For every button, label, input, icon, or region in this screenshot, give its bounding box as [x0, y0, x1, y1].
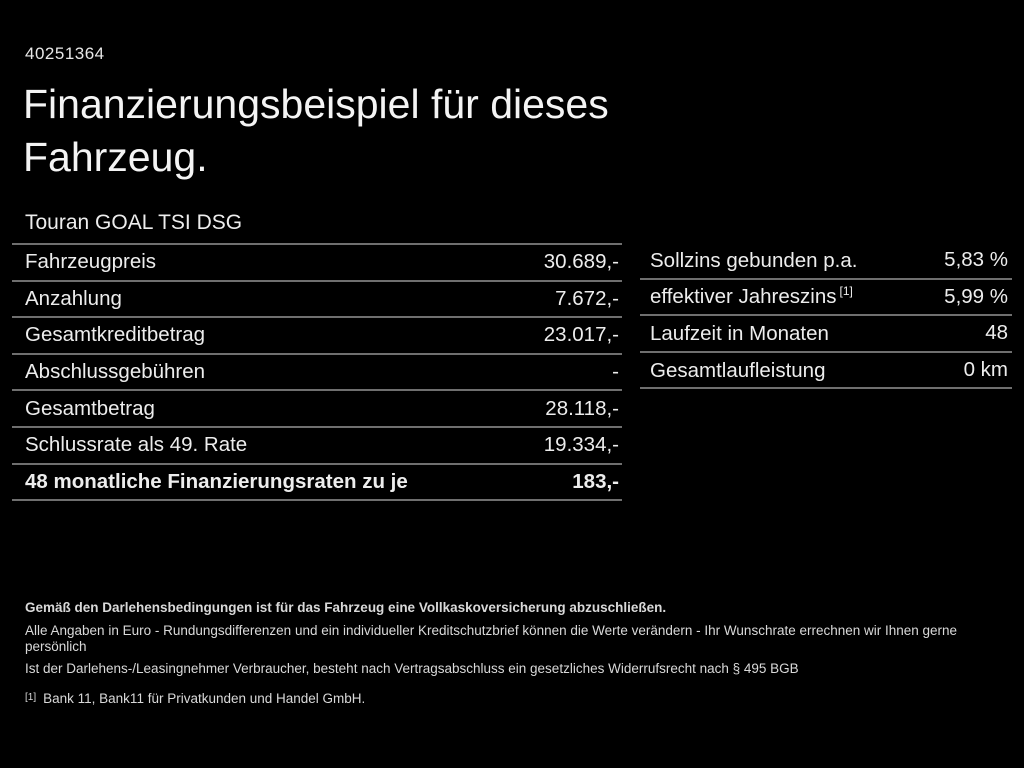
page-title-line1: Finanzierungsbeispiel für dieses: [23, 81, 609, 127]
row-value: 30.689,-: [543, 250, 619, 274]
table-row: Sollzins gebunden p.a. 5,83 %: [640, 243, 1012, 280]
financing-table-right: Sollzins gebunden p.a. 5,83 % effektiver…: [640, 243, 1012, 390]
row-value: 7.672,-: [555, 286, 619, 310]
row-value: 183,-: [572, 469, 619, 493]
reference-number: 40251364: [25, 44, 105, 63]
row-value: 23.017,-: [543, 323, 619, 347]
row-label: Gesamtlaufleistung: [650, 358, 826, 382]
row-label: effektiver Jahreszins [1]: [650, 284, 853, 309]
table-row: Anzahlung 7.672,-: [12, 282, 622, 319]
table-row: effektiver Jahreszins [1] 5,99 %: [640, 280, 1012, 317]
row-label: 48 monatliche Finanzierungsraten zu je: [25, 469, 408, 493]
row-label: Anzahlung: [25, 286, 122, 310]
row-label: Gesamtbetrag: [25, 396, 155, 420]
page-title-line2: Fahrzeug.: [23, 134, 208, 180]
row-label: Gesamtkreditbetrag: [25, 323, 206, 347]
disclaimer-line: Alle Angaben in Euro - Rundungsdifferenz…: [25, 623, 958, 654]
row-label: Fahrzeugpreis: [25, 250, 157, 274]
vehicle-model: Touran GOAL TSI DSG: [25, 211, 243, 234]
withdrawal-right-line: Ist der Darlehens-/Leasingnehmer Verbrau…: [25, 661, 799, 676]
table-row-monthly-rate: 48 monatliche Finanzierungsraten zu je 1…: [12, 465, 622, 502]
table-row: Laufzeit in Monaten 48: [640, 316, 1012, 353]
row-label: Sollzins gebunden p.a.: [650, 248, 858, 272]
row-value: 48: [985, 321, 1008, 345]
row-value: 19.334,-: [543, 433, 619, 457]
row-value: 5,99 %: [944, 284, 1008, 308]
row-label: Schlussrate als 49. Rate: [25, 433, 248, 457]
row-value: 0 km: [963, 358, 1008, 382]
table-row: Gesamtkreditbetrag 23.017,-: [12, 318, 622, 355]
row-value: 28.118,-: [545, 396, 619, 420]
legal-footer: Gemäß den Darlehensbedingungen ist für d…: [25, 600, 1003, 707]
row-label: Laufzeit in Monaten: [650, 321, 829, 345]
page-title: Finanzierungsbeispiel für dieses Fahrzeu…: [23, 78, 609, 184]
row-value: -: [612, 360, 619, 384]
table-row: Gesamtlaufleistung 0 km: [640, 353, 1012, 390]
financing-table-left: Fahrzeugpreis 30.689,- Anzahlung 7.672,-…: [12, 243, 622, 502]
insurance-requirement-note: Gemäß den Darlehensbedingungen ist für d…: [25, 600, 667, 615]
table-row: Fahrzeugpreis 30.689,-: [12, 245, 622, 282]
row-label: Abschlussgebühren: [25, 360, 206, 384]
footnote-reference: [1]: [839, 284, 853, 299]
table-row: Gesamtbetrag 28.118,-: [12, 391, 622, 428]
row-value: 5,83 %: [944, 248, 1008, 272]
footnote: [1] Bank 11, Bank11 für Privatkunden und …: [25, 690, 1003, 707]
table-row: Abschlussgebühren -: [12, 355, 622, 392]
footnote-text: Bank 11, Bank11 für Privatkunden und Han…: [43, 691, 366, 706]
table-row: Schlussrate als 49. Rate 19.334,-: [12, 428, 622, 465]
footnote-marker: [1]: [25, 692, 37, 703]
